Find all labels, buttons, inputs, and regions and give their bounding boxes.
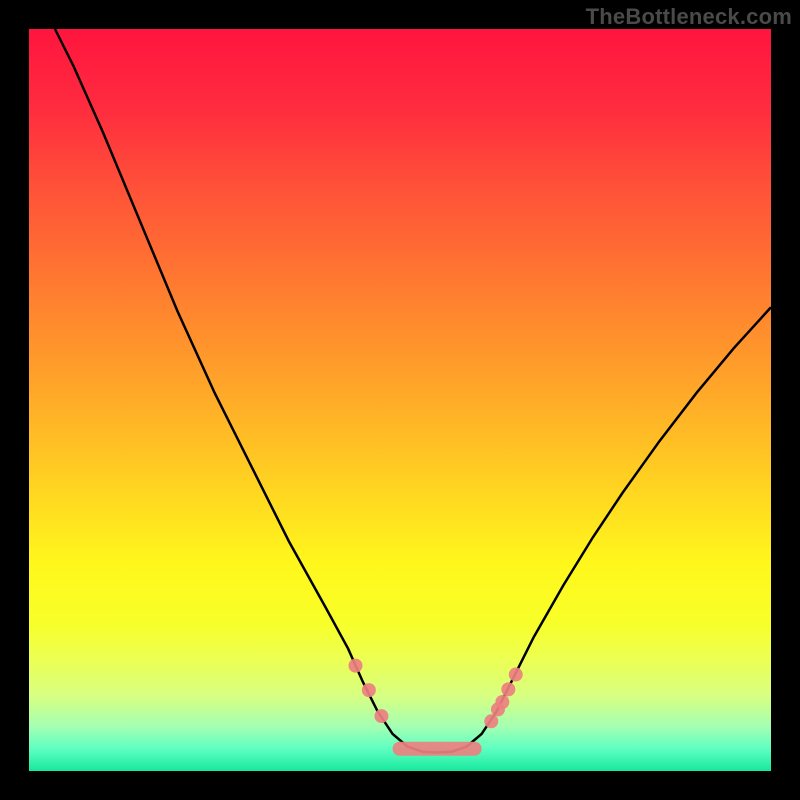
optimal-range-band — [393, 742, 482, 756]
data-marker — [348, 659, 362, 673]
bottleneck-chart — [0, 0, 800, 800]
data-marker — [501, 682, 515, 696]
data-marker — [362, 683, 376, 697]
data-marker — [495, 695, 509, 709]
data-marker — [484, 714, 498, 728]
data-marker — [374, 709, 388, 723]
data-marker — [509, 668, 523, 682]
chart-background — [29, 29, 771, 771]
